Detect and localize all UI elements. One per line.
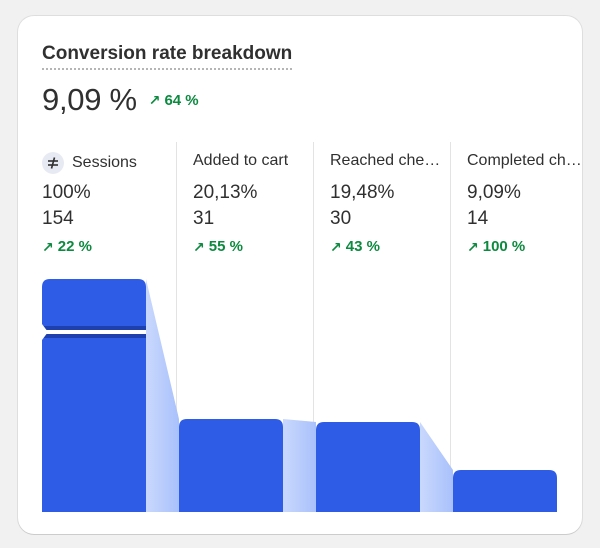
step-percent: 9,09%	[467, 182, 521, 203]
step-delta-value: 100 %	[482, 238, 526, 255]
step-percent: 20,13%	[193, 182, 258, 203]
step-delta: ↗ 55 %	[193, 238, 243, 255]
step-percent: 100%	[42, 182, 91, 203]
arrow-up-right-icon: ↗	[148, 92, 161, 108]
step-added-to-cart: Added to cart 20,13% 31 ↗ 55 %	[176, 142, 314, 512]
axis-break-mark	[42, 324, 146, 340]
step-percent: 19,48%	[330, 182, 395, 203]
step-count: 154	[42, 208, 74, 229]
sessions-icon	[42, 152, 64, 174]
funnel-chart	[42, 279, 557, 512]
funnel-bar[interactable]	[42, 279, 146, 512]
funnel-bar[interactable]	[179, 419, 283, 512]
funnel-connector	[283, 419, 316, 512]
step-reached-checkout: Reached checkout 19,48% 30 ↗ 43 %	[313, 142, 451, 512]
step-delta: ↗ 43 %	[330, 238, 380, 255]
conversion-card: Conversion rate breakdown 9,09 % ↗ 64 % …	[18, 16, 582, 534]
step-count: 31	[193, 208, 215, 229]
funnel-connector	[420, 422, 453, 512]
headline-value: 9,09 %	[42, 82, 137, 117]
step-completed-checkout: Completed checkout 9,09% 14 ↗ 100 %	[450, 142, 582, 512]
arrow-up-right-icon: ↗	[42, 238, 54, 255]
card-title[interactable]: Conversion rate breakdown	[42, 43, 293, 70]
step-delta-value: 55 %	[208, 238, 243, 255]
step-count: 30	[330, 208, 352, 229]
headline-delta-value: 64 %	[164, 91, 199, 109]
arrow-up-right-icon: ↗	[193, 238, 205, 255]
step-sessions: Sessions 100% 154 ↗ 22 %	[26, 142, 163, 512]
arrow-up-right-icon: ↗	[467, 238, 479, 255]
step-delta-value: 22 %	[57, 238, 92, 255]
step-delta: ↗ 100 %	[467, 238, 525, 255]
headline-delta: ↗ 64 %	[149, 92, 199, 109]
funnel-bar[interactable]	[453, 470, 557, 512]
headline: 9,09 % ↗ 64 %	[42, 82, 199, 118]
funnel-connector	[146, 279, 179, 512]
step-count: 14	[467, 208, 489, 229]
step-delta-value: 43 %	[345, 238, 380, 255]
funnel-bar[interactable]	[316, 422, 420, 512]
step-header: Sessions	[42, 152, 158, 174]
arrow-up-right-icon: ↗	[330, 238, 342, 255]
step-delta: ↗ 22 %	[42, 238, 92, 255]
